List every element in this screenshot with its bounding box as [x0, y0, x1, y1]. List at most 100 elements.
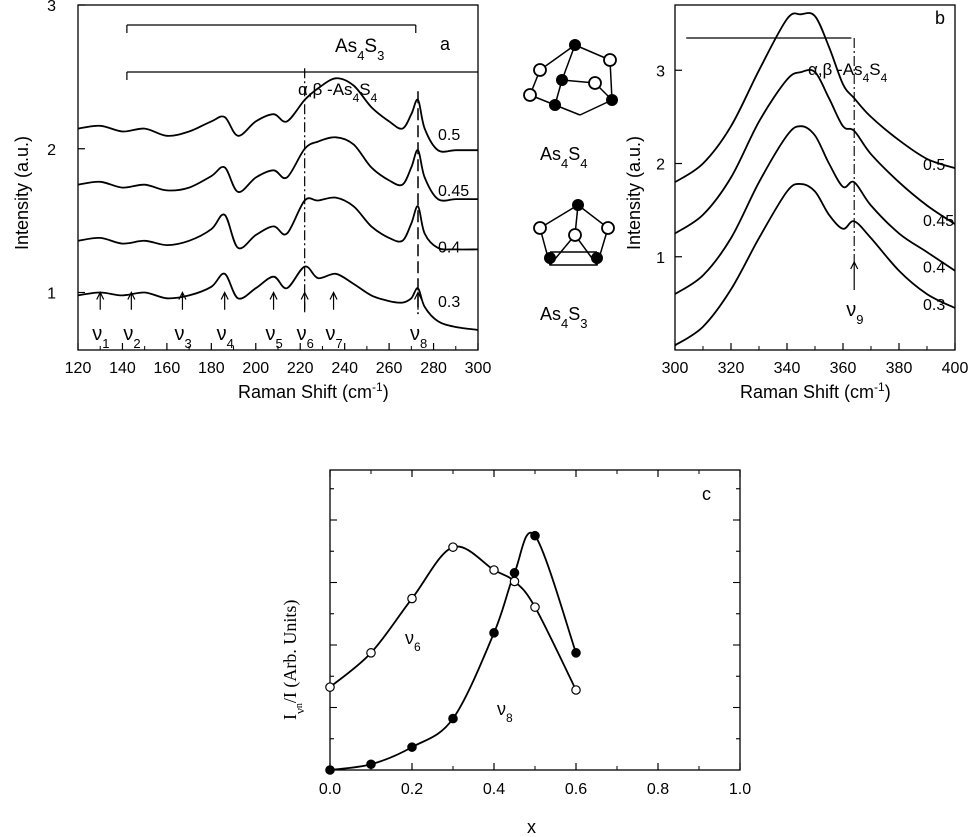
b-xtick-label: 400: [942, 360, 969, 377]
b-ytick-label: 3: [656, 63, 665, 80]
b-curve-0.5: [674, 12, 956, 183]
b-curve-0.45: [674, 68, 956, 235]
molecule-as4s3-label: As4S3: [540, 304, 588, 331]
a-arrow-head: [220, 291, 229, 300]
a-xtick-label: 300: [465, 360, 492, 377]
a-xtick-label: 120: [65, 360, 92, 377]
b-arrow-label: ν9: [846, 299, 863, 327]
c-point-v8: [448, 713, 458, 724]
a-xtick-label: 280: [420, 360, 447, 377]
a-xtick-label: 140: [109, 360, 136, 377]
a-bar-label-as4s3: As4S3: [335, 36, 384, 63]
b-xtick-label: 320: [718, 360, 745, 377]
panel-c-letter: c: [702, 484, 711, 504]
panel-c-x-ticks: 0.0 0.2 0.4 0.6 0.8 1.0: [319, 470, 751, 798]
b-xtick-label: 300: [662, 360, 689, 377]
a-arrow-label: ν4: [217, 323, 234, 351]
c-xtick-label: 0.2: [401, 781, 423, 798]
b-curve-label: 0.3: [923, 297, 945, 314]
panel-a-letter: a: [440, 34, 451, 54]
c-point-v6: [325, 682, 335, 692]
a-ytick-label: 1: [47, 286, 56, 303]
a-arrow-label: ν1: [92, 323, 109, 351]
panel-b-letter: b: [935, 8, 945, 28]
a-xtick-label: 180: [198, 360, 225, 377]
a-arrow-label: ν7: [326, 323, 343, 351]
c-point-v8: [325, 765, 335, 775]
molecule-as4s4-label: As4S4: [540, 144, 588, 171]
c-point-v6: [571, 685, 581, 695]
b-xtick-label: 380: [886, 360, 913, 377]
panel-c-ylabel: Iνn/I (Arb. Units): [280, 600, 307, 720]
c-point-v8: [489, 628, 499, 638]
panel-b-ylabel: Intensity (a.u.): [624, 136, 644, 250]
b-curve-label: 0.5: [923, 157, 945, 174]
a-arrow-head: [300, 291, 309, 300]
c-point-v8: [571, 648, 581, 658]
a-arrow-label: ν8: [410, 323, 427, 351]
panel-a-curves: 0.5 0.45 0.4 0.3: [77, 68, 479, 331]
b-xtick-label: 360: [830, 360, 857, 377]
c-curve-v6: [329, 545, 577, 691]
panel-c-y-ticks: [330, 488, 740, 740]
c-series-label-v6: ν6: [405, 628, 421, 654]
panel-a-arrows: ν1 ν2 ν3 ν4 ν5 ν6 ν7 ν8: [92, 291, 427, 351]
panel-a-ylabel: Intensity (a.u.): [12, 136, 32, 250]
c-point-v6: [530, 602, 540, 612]
c-series-label-v8: ν8: [497, 699, 513, 725]
b-arrow-head: [850, 260, 859, 270]
panel-b-xlabel: Raman Shift (cm-1): [740, 380, 891, 402]
c-point-v8: [407, 742, 417, 752]
c-point-v6: [366, 648, 376, 658]
c-point-v8: [509, 568, 520, 578]
panel-c-points: [325, 530, 581, 775]
a-arrow-head: [269, 291, 278, 300]
b-curve-label: 0.4: [923, 260, 945, 277]
c-point-v6: [489, 565, 499, 575]
c-xtick-label: 0.0: [319, 781, 341, 798]
c-xtick-label: 0.4: [483, 781, 505, 798]
a-curve-label: 0.4: [438, 239, 460, 256]
a-arrow-head: [127, 291, 136, 300]
b-xtick-label: 340: [774, 360, 801, 377]
panel-c: 0.0 0.2 0.4 0.6 0.8 1.0 ν6 ν8 x Iνn/I (Arb. Un…: [280, 469, 751, 837]
b-curve-0.4: [674, 125, 956, 295]
a-xtick-label: 220: [287, 360, 314, 377]
a-arrow-head: [329, 291, 338, 300]
a-curve-0.4: [77, 196, 479, 251]
a-curve-label: 0.5: [438, 127, 460, 144]
a-arrow-head: [178, 291, 187, 300]
panel-c-frame: [329, 469, 741, 771]
a-arrow-label: ν3: [174, 323, 191, 351]
a-arrow-label: ν5: [266, 323, 283, 351]
c-point-v6: [509, 576, 520, 587]
panel-c-xlabel: x: [527, 817, 536, 837]
a-ytick-label: 2: [47, 142, 56, 159]
a-arrow-label: ν6: [297, 323, 314, 351]
c-xtick-label: 1.0: [729, 781, 751, 798]
b-ytick-label: 1: [656, 250, 665, 267]
panel-a-y-ticks: 1 2 3: [47, 0, 85, 303]
molecule-as4s4: As4S4: [523, 39, 618, 171]
a-curve-label: 0.45: [438, 183, 469, 200]
a-ytick-label: 3: [47, 0, 56, 15]
a-curve-label: 0.3: [438, 294, 460, 311]
b-curve-label: 0.45: [923, 213, 954, 230]
panel-b-curves: 0.5 0.45 0.4 0.3: [674, 12, 956, 347]
panel-a: 120 140 160 180 200 220 240 260 280 300 123 0.50.…: [12, 0, 491, 402]
c-point-v8: [530, 530, 540, 541]
a-xtick-label: 160: [154, 360, 181, 377]
panel-b-frame: [674, 4, 956, 351]
c-point-v6: [448, 542, 458, 552]
molecule-as4s3: As4S3: [533, 199, 615, 331]
a-xtick-label: 240: [331, 360, 358, 377]
panel-a-xlabel: Raman Shift (cm-1): [238, 380, 389, 402]
a-arrow-label: ν2: [123, 323, 140, 351]
panel-b-y-ticks: 1 2 3: [656, 63, 682, 267]
panel-b-x-ticks: 300 320 340 360 380 400: [662, 343, 969, 377]
a-xtick-label: 260: [376, 360, 403, 377]
c-xtick-label: 0.8: [647, 781, 669, 798]
